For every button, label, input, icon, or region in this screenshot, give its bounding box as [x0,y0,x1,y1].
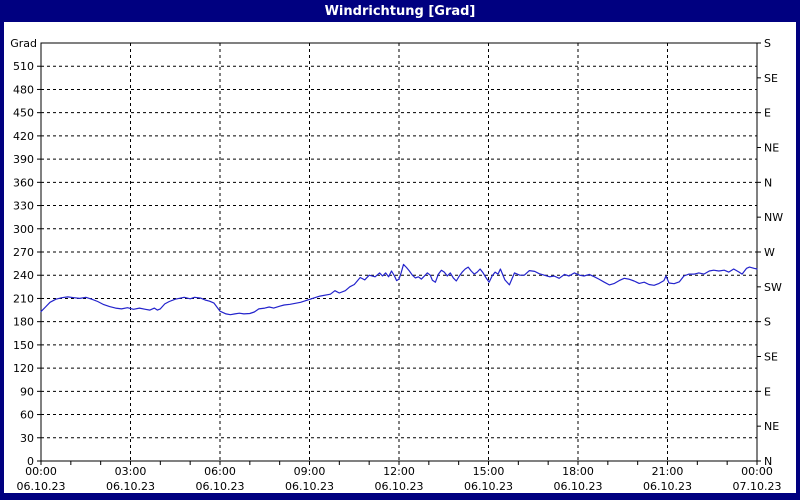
compass-label: S [764,316,771,329]
y-left-tick-label: 30 [20,432,34,445]
x-time-label: 15:00 [473,465,505,478]
grad-axis-label: Grad [10,37,37,50]
compass-label: SE [764,72,778,85]
y-left-tick-label: 300 [13,223,34,236]
x-time-label: 21:00 [652,465,684,478]
y-left-tick-label: 480 [13,83,34,96]
compass-label: NW [764,211,783,224]
compass-label: N [764,176,772,189]
y-left-tick-label: 180 [13,316,34,329]
x-time-label: 06:00 [204,465,236,478]
y-left-tick-label: 420 [13,130,34,143]
window-title: Windrichtung [Grad] [324,3,476,19]
x-date-label: 06.10.23 [106,480,155,493]
y-left-tick-label: 60 [20,409,34,422]
x-time-label: 12:00 [383,465,415,478]
compass-label: SW [764,281,782,294]
compass-label: N [764,455,772,468]
x-date-label: 06.10.23 [375,480,424,493]
x-date-label: 06.10.23 [285,480,334,493]
y-left-tick-label: 270 [13,246,34,259]
y-left-tick-label: 90 [20,385,34,398]
x-time-label: 18:00 [562,465,594,478]
y-left-tick-label: 450 [13,107,34,120]
x-date-label: 06.10.23 [643,480,692,493]
x-date-label: 06.10.23 [17,480,66,493]
x-time-label: 00:00 [25,465,57,478]
y-left-tick-label: 240 [13,269,34,282]
compass-label: E [764,385,771,398]
compass-label: E [764,107,771,120]
y-left-tick-label: 120 [13,362,34,375]
x-time-label: 09:00 [294,465,326,478]
y-left-tick-label: 150 [13,339,34,352]
x-time-label: 03:00 [115,465,147,478]
x-date-label: 06.10.23 [464,480,513,493]
compass-label: NE [764,420,779,433]
chart-panel [4,22,796,493]
wind-direction-line [40,263,758,316]
x-date-label: 06.10.23 [554,480,603,493]
y-left-tick-label: 390 [13,153,34,166]
compass-label: SE [764,351,778,364]
window-title-bar: Windrichtung [Grad] [0,0,800,22]
compass-label: S [764,37,771,50]
y-left-tick-label: 210 [13,292,34,305]
y-left-tick-label: 360 [13,176,34,189]
compass-label: NE [764,142,779,155]
y-left-tick-label: 330 [13,200,34,213]
x-date-label: 06.10.23 [196,480,245,493]
y-left-tick-label: 510 [13,60,34,73]
compass-label: W [764,246,775,259]
x-date-label: 07.10.23 [733,480,782,493]
x-time-label: 00:00 [741,465,773,478]
y-left-tick-label: 0 [27,455,34,468]
